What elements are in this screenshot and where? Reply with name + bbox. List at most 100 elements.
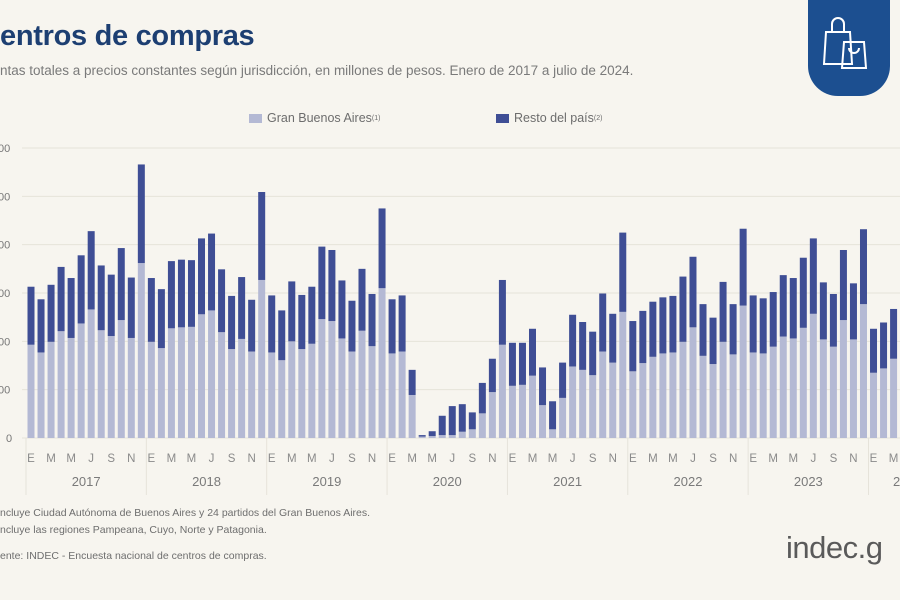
bar-resto [659, 297, 667, 354]
x-tick-label: J [329, 453, 335, 465]
bar-resto [298, 294, 306, 350]
bar-resto [689, 256, 697, 328]
bar-gba [308, 343, 316, 438]
x-tick-label: S [709, 453, 717, 465]
bar-gba [890, 358, 898, 438]
bar-gba [849, 339, 857, 438]
bar-resto [47, 284, 55, 342]
bar-resto [428, 431, 436, 437]
bar-gba [198, 314, 206, 438]
bar-gba [579, 369, 587, 438]
x-tick-label: J [690, 453, 696, 465]
year-label: 2023 [794, 474, 823, 489]
x-tick-label: J [810, 453, 816, 465]
bar-gba [659, 353, 667, 438]
x-tick-label: M [528, 453, 538, 465]
bar-resto [549, 401, 557, 430]
bar-gba [328, 321, 336, 438]
bar-resto [97, 265, 105, 331]
bar-resto [699, 304, 707, 356]
bar-gba [809, 313, 817, 438]
bar-resto [639, 310, 647, 364]
bar-resto [77, 255, 85, 324]
bar-gba [619, 311, 627, 438]
bar-resto [348, 300, 356, 352]
bar-gba [157, 348, 165, 438]
bar-gba [258, 279, 266, 438]
bar-resto [779, 275, 787, 337]
category-badge [808, 0, 890, 96]
x-tick-label: N [729, 453, 737, 465]
bar-gba [629, 371, 637, 438]
bar-gba [689, 327, 697, 438]
bar-resto [669, 295, 677, 353]
x-tick-label: S [589, 453, 597, 465]
bar-resto [880, 322, 888, 369]
legend-item-gba: Gran Buenos Aires (1) [249, 111, 380, 125]
year-label: 2 [893, 474, 900, 489]
x-tick-label: M [407, 453, 417, 465]
x-tick-label: M [788, 453, 798, 465]
bar-resto [338, 280, 346, 339]
bar-gba [428, 436, 436, 438]
bar-gba [769, 346, 777, 438]
bar-gba [107, 336, 115, 438]
bar-resto [107, 274, 115, 337]
bar-resto [368, 293, 376, 347]
legend-label-gba: Gran Buenos Aires [267, 111, 372, 125]
bar-gba [779, 336, 787, 438]
bar-gba [97, 330, 105, 438]
bar-resto [177, 259, 185, 328]
bar-resto [448, 406, 456, 436]
bar-gba [378, 288, 386, 438]
bar-resto [318, 246, 326, 320]
bar-gba [57, 331, 65, 438]
bar-resto [147, 278, 155, 342]
bar-gba [398, 351, 406, 438]
bar-gba [669, 352, 677, 438]
y-tick-label: 0 [6, 433, 12, 445]
bar-gba [719, 341, 727, 438]
bar-gba [559, 397, 567, 438]
bar-gba [819, 339, 827, 438]
x-tick-label: N [609, 453, 617, 465]
bar-gba [569, 366, 577, 438]
bar-gba [438, 435, 446, 438]
bar-gba [167, 328, 175, 438]
bar-resto [870, 328, 878, 373]
y-tick-label: 00 [0, 143, 10, 155]
legend-swatch-resto [496, 113, 509, 123]
bar-gba [218, 332, 226, 438]
bar-resto [599, 293, 607, 352]
bar-resto [117, 248, 125, 321]
bar-resto [729, 304, 737, 355]
bar-resto [87, 231, 95, 310]
bar-resto [248, 299, 256, 352]
bar-resto [809, 238, 817, 314]
bar-resto [819, 282, 827, 340]
year-label: 2020 [433, 474, 462, 489]
bar-gba [789, 338, 797, 438]
x-tick-label: N [127, 453, 135, 465]
bar-gba [478, 413, 486, 438]
x-tick-label: S [107, 453, 115, 465]
bar-gba [739, 305, 747, 438]
bar-gba [27, 344, 35, 438]
bar-gba [137, 263, 145, 438]
legend-note-gba: (1) [371, 114, 381, 122]
bar-gba [338, 338, 346, 438]
bar-gba [518, 384, 526, 438]
bar-resto [488, 358, 496, 393]
bar-gba [799, 327, 807, 438]
bar-gba [388, 353, 396, 438]
bar-resto [67, 278, 75, 338]
bar-gba [599, 351, 607, 438]
x-tick-label: M [768, 453, 778, 465]
bar-gba [67, 337, 75, 438]
bar-resto [609, 313, 617, 363]
bar-resto [649, 301, 657, 357]
bar-gba [228, 349, 236, 438]
x-tick-label: N [248, 453, 256, 465]
bar-resto [498, 279, 506, 345]
x-tick-label: S [830, 453, 838, 465]
